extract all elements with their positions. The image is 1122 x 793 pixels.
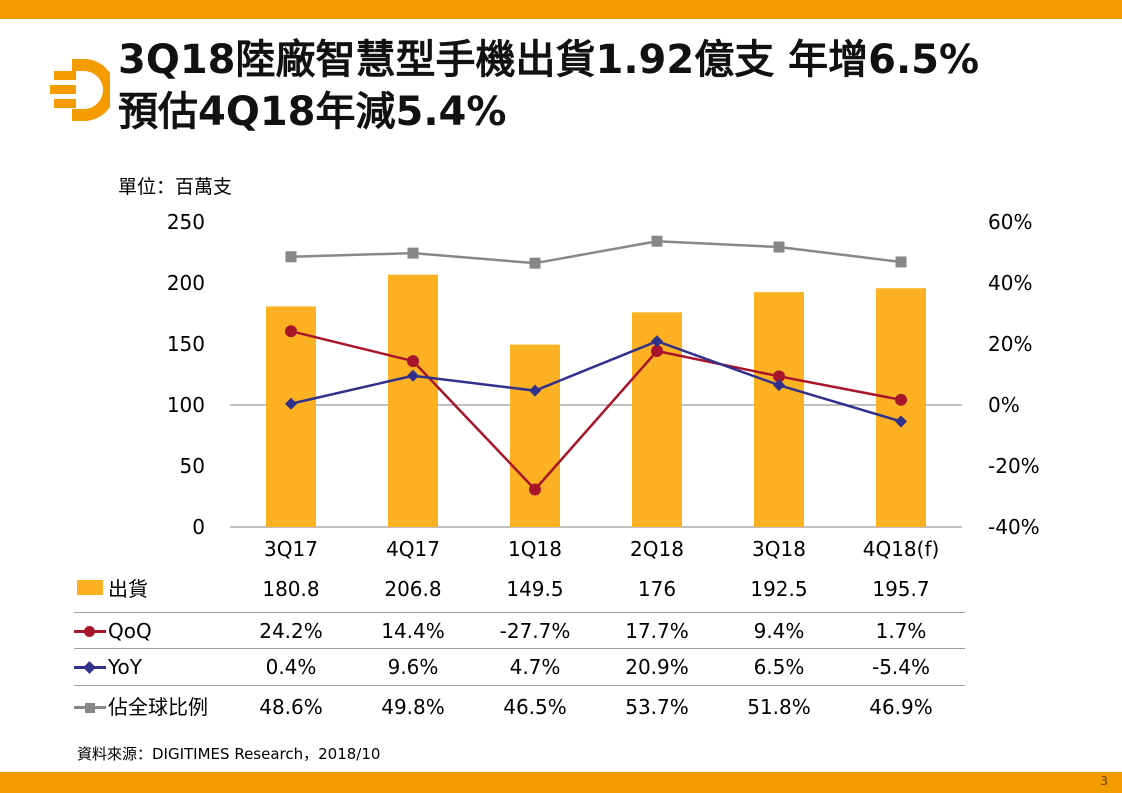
table-cell: 51.8%: [747, 695, 811, 719]
right-axis-tick-label: 40%: [988, 271, 1032, 295]
table-cell: 1.7%: [875, 619, 927, 643]
left-axis-tick-label: 0: [192, 515, 205, 539]
combo-chart: 0 50 100 150 200 250 -40% -20% 0% 20% 40% 60% 3Q17 4Q…: [167, 210, 1040, 560]
table-cell: 149.5: [506, 577, 564, 601]
table-cell: 49.8%: [381, 695, 445, 719]
table-cell: 192.5: [750, 577, 808, 601]
unit-label: 單位：百萬支: [118, 176, 233, 198]
data-point: [407, 369, 419, 382]
table-cell: 24.2%: [259, 619, 323, 643]
left-axis-tick-label: 50: [180, 454, 205, 478]
table-cell: 9.4%: [753, 619, 805, 643]
table-cell: 53.7%: [625, 695, 689, 719]
bar: [510, 344, 560, 527]
category-label: 3Q18: [752, 537, 806, 560]
table-cell: -5.4%: [871, 655, 931, 679]
data-point: [529, 384, 541, 397]
data-point: [773, 379, 785, 392]
table-cell: 195.7: [872, 577, 930, 601]
data-point: [651, 235, 663, 247]
table-cell: 206.8: [384, 577, 442, 601]
table-cell: -27.7%: [499, 619, 571, 643]
category-label: 4Q17: [386, 537, 440, 560]
table-cell: 46.9%: [869, 695, 933, 719]
table-cell: 0.4%: [265, 655, 317, 679]
category-label: 3Q17: [264, 537, 318, 560]
bar: [266, 306, 316, 527]
table-row-label: 出貨: [108, 577, 148, 601]
table-cell: 176: [637, 577, 677, 601]
legend-swatch-marker: [85, 703, 95, 713]
category-label: 1Q18: [508, 537, 562, 560]
page-title: 3Q18陸廠智慧型手機出貨1.92億支 年增6.5% 預估4Q18年減5.4%: [118, 34, 1108, 138]
data-point: [407, 355, 419, 368]
category-label: 4Q18(f): [863, 537, 940, 560]
right-axis-tick-label: -20%: [988, 454, 1040, 478]
title-line-2: 預估4Q18年減5.4%: [118, 89, 507, 135]
table-row-label: YoY: [108, 655, 143, 679]
data-point: [773, 370, 785, 383]
data-point: [407, 247, 419, 259]
data-point: [651, 335, 663, 348]
table-cell: 6.5%: [753, 655, 805, 679]
category-label: 2Q18: [630, 537, 684, 560]
right-axis-tick-label: 0%: [988, 393, 1020, 417]
source-note: 資料來源：DIGITIMES Research，2018/10: [77, 745, 381, 763]
legend-swatch-marker: [83, 661, 96, 674]
table-cell: 46.5%: [503, 695, 567, 719]
data-point: [773, 241, 785, 253]
data-point: [651, 345, 663, 358]
table-cell: 9.6%: [387, 655, 439, 679]
table-row-divider: [74, 648, 965, 649]
data-point: [285, 251, 297, 263]
table-cell: 17.7%: [625, 619, 689, 643]
right-axis-tick-label: 60%: [988, 210, 1032, 234]
table-row-label: 佔全球比例: [108, 695, 208, 719]
bar: [388, 274, 438, 527]
bottom-accent-bar: 3: [0, 772, 1122, 793]
page-number: 3: [1100, 774, 1108, 788]
table-cell: 4.7%: [509, 655, 561, 679]
right-axis-tick-label: -40%: [988, 515, 1040, 539]
title-line-1: 3Q18陸廠智慧型手機出貨1.92億支 年增6.5%: [118, 37, 980, 83]
left-axis-tick-label: 200: [167, 271, 205, 295]
data-point: [895, 256, 907, 268]
series-line: [290, 339, 902, 423]
table-cell: 14.4%: [381, 619, 445, 643]
data-point: [285, 325, 297, 338]
top-accent-bar: [0, 0, 1122, 19]
data-point: [529, 483, 541, 496]
bar: [754, 292, 804, 527]
table-cell: 20.9%: [625, 655, 689, 679]
data-point: [895, 393, 907, 406]
data-point: [285, 397, 297, 410]
right-axis-tick-label: 20%: [988, 332, 1032, 356]
data-point: [895, 415, 907, 428]
series-line: [290, 239, 902, 265]
left-axis-tick-label: 150: [167, 332, 205, 356]
legend-swatch-marker: [84, 626, 95, 637]
table-row-divider: [74, 612, 965, 613]
table-cell: 48.6%: [259, 695, 323, 719]
bar: [876, 288, 926, 527]
table-cell: 180.8: [262, 577, 320, 601]
left-axis-tick-label: 100: [167, 393, 205, 417]
table-row-label: QoQ: [108, 619, 152, 643]
digitimes-logo-icon: [50, 59, 110, 121]
series-line: [290, 329, 902, 492]
left-axis-tick-label: 250: [167, 210, 205, 234]
data-point: [529, 257, 541, 269]
legend-swatch-bar: [77, 580, 103, 595]
table-row-divider: [74, 685, 965, 686]
